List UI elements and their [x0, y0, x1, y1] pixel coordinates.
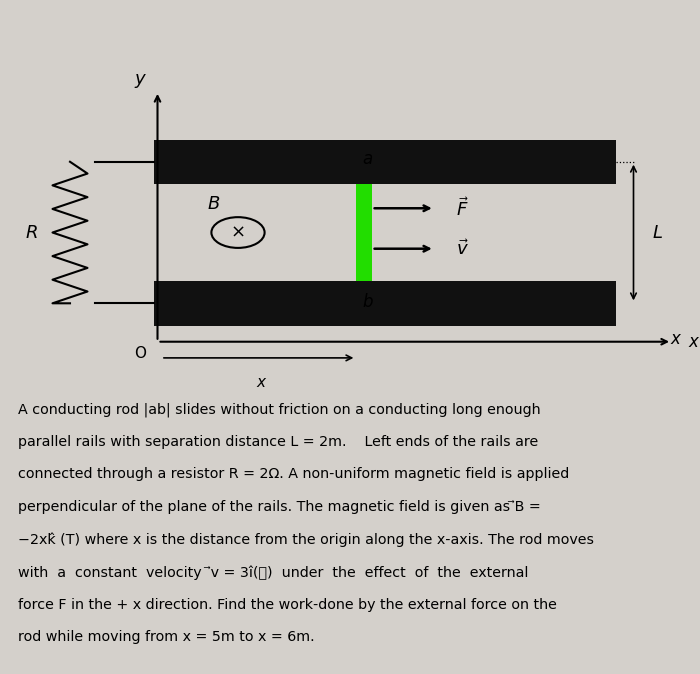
Text: with  a  constant  velocity  ⃗v = 3î(㎧)  under  the  effect  of  the  external: with a constant velocity ⃗v = 3î(㎧) unde… [18, 565, 528, 580]
Text: force F in the + x direction. Find the work-done by the external force on the: force F in the + x direction. Find the w… [18, 598, 556, 611]
Text: R: R [25, 224, 38, 241]
Text: a: a [363, 150, 372, 168]
Text: b: b [363, 293, 372, 311]
Text: connected through a resistor R = 2Ω. A non-uniform magnetic field is applied: connected through a resistor R = 2Ω. A n… [18, 467, 568, 481]
Text: −2xk̂ (T) where x is the distance from the origin along the x-axis. The rod move: −2xk̂ (T) where x is the distance from t… [18, 532, 594, 547]
Text: x: x [671, 330, 680, 348]
Bar [154, 281, 616, 326]
Text: x: x [256, 375, 265, 390]
Text: x: x [688, 333, 698, 350]
Text: perpendicular of the plane of the rails. The magnetic field is given as ⃗B =: perpendicular of the plane of the rails.… [18, 500, 540, 514]
Text: parallel rails with separation distance L = 2m.    Left ends of the rails are: parallel rails with separation distance … [18, 435, 538, 449]
Text: $\vec{F}$: $\vec{F}$ [456, 197, 469, 220]
Text: L: L [653, 224, 663, 241]
Text: A conducting rod |ab| slides without friction on a conducting long enough: A conducting rod |ab| slides without fri… [18, 402, 540, 417]
Text: rod while moving from x = 5m to x = 6m.: rod while moving from x = 5m to x = 6m. [18, 630, 314, 644]
Text: O: O [134, 346, 146, 361]
Bar [356, 184, 372, 281]
Text: $\vec{v}$: $\vec{v}$ [456, 239, 469, 259]
Bar [154, 140, 616, 184]
Text: B: B [207, 195, 220, 213]
Text: y: y [134, 70, 146, 88]
Text: ×: × [230, 224, 246, 241]
